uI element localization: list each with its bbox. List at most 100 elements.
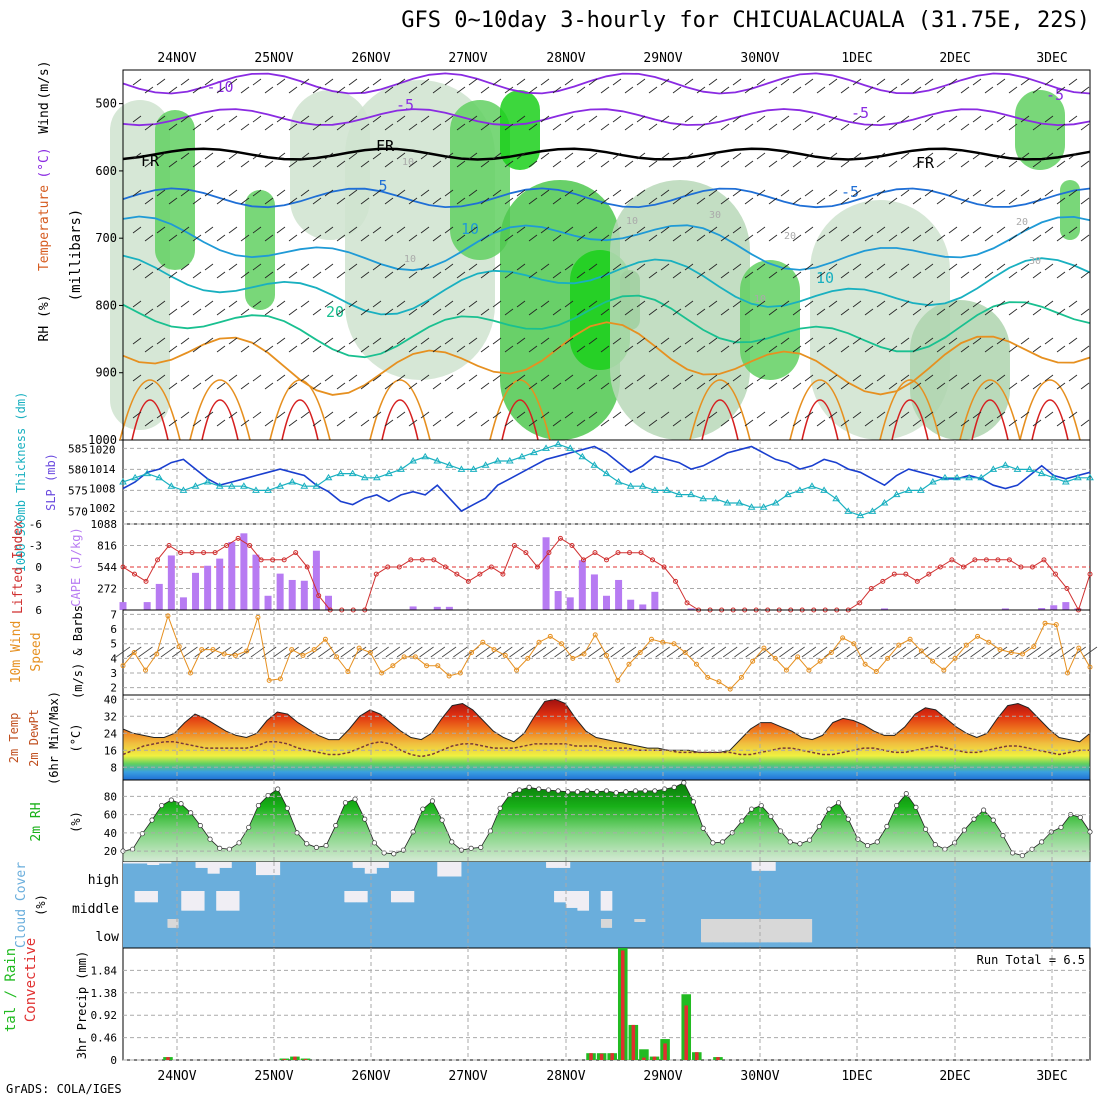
rh-point <box>555 788 561 794</box>
pressure-tick: 700 <box>95 231 117 245</box>
thickness-point <box>252 486 260 493</box>
cloud-bar-middle <box>216 910 229 919</box>
wind-barb <box>384 86 394 94</box>
wind-barb <box>984 308 994 316</box>
wind-barb <box>900 374 910 382</box>
cloud-bar-high <box>364 873 378 891</box>
wind-barb <box>1068 115 1078 123</box>
wind-barb <box>156 300 166 308</box>
wind-barb <box>1008 345 1018 353</box>
wind-barb <box>348 189 358 197</box>
surface-wind-barb <box>1060 646 1075 658</box>
li-point <box>281 557 287 563</box>
wind-barb <box>792 123 802 131</box>
wind-barb <box>264 86 274 94</box>
wind-barb <box>672 382 682 390</box>
wind-barb <box>936 234 946 242</box>
wind-barb <box>672 234 682 242</box>
cloud-bar-low <box>789 942 802 948</box>
wind-barb <box>348 152 358 160</box>
wind-barb <box>432 123 442 131</box>
wind-barb <box>420 152 430 160</box>
cloud-gap-high <box>135 862 148 864</box>
wind-barb <box>408 382 418 390</box>
wind-barb <box>660 263 670 271</box>
thickness-point <box>348 469 357 477</box>
rh-point <box>449 839 455 845</box>
wind-barb <box>132 337 142 345</box>
wind-barb <box>684 152 694 160</box>
wind-barb <box>648 382 658 390</box>
rh-point <box>923 826 929 832</box>
thickness-point <box>433 457 442 464</box>
li-point <box>465 578 471 584</box>
cloud-bar-middle <box>693 891 707 919</box>
li-point <box>1041 557 1047 563</box>
wind-barb <box>324 152 334 160</box>
cloud-bar-middle <box>530 891 543 919</box>
isotherm-hot <box>701 399 739 441</box>
rh-point <box>565 789 571 795</box>
wind-barb <box>300 337 310 345</box>
wind-barb <box>528 382 538 390</box>
cloud-bar-low <box>600 927 613 948</box>
thickness-point <box>1037 469 1046 477</box>
wind-barb <box>624 382 634 390</box>
wind-barb <box>792 160 802 168</box>
cloud-bar-low <box>556 919 569 948</box>
rh-point <box>1077 814 1083 820</box>
precip-tick: 0 <box>110 1054 117 1067</box>
cloud-gap-middle <box>146 891 159 903</box>
wind-barb <box>840 197 850 205</box>
thickness-point <box>638 482 647 489</box>
cape-bar <box>240 533 248 610</box>
surface-wind-barb <box>318 646 333 658</box>
contour-label: 20 <box>784 231 796 242</box>
cloud-bar-high <box>316 862 329 891</box>
cloud-bar-high <box>231 862 245 891</box>
li-point <box>189 550 195 556</box>
wind-barb <box>540 78 550 86</box>
surface-wind-barb <box>554 646 569 658</box>
wind-speed-point <box>1065 670 1071 676</box>
surface-wind-barb <box>970 646 985 658</box>
wind-barb <box>672 271 682 279</box>
wind-barb <box>336 345 346 353</box>
wind-barb <box>864 419 874 427</box>
wind-barb <box>336 271 346 279</box>
wind-barb <box>1044 78 1054 86</box>
wind-barb <box>972 337 982 345</box>
wind-barb <box>636 78 646 86</box>
wind-barb <box>396 78 406 86</box>
wind-barb <box>924 374 934 382</box>
cloud-bar-high <box>727 862 740 891</box>
cloud-bar-high <box>425 862 438 891</box>
wind-barb <box>732 152 742 160</box>
li-point <box>868 586 874 591</box>
wind-barb <box>192 308 202 316</box>
cloud-bar-low <box>845 919 858 948</box>
cloud-bar-high <box>799 862 813 891</box>
cloud-bar-low <box>1045 919 1058 948</box>
cape-tick: 816 <box>97 540 117 553</box>
surface-wind-barb <box>880 646 895 658</box>
date-label-bottom: 24NOV <box>157 1069 196 1084</box>
cloud-bar-low <box>489 919 502 948</box>
wind-barb <box>792 382 802 390</box>
wind-barb <box>960 419 970 427</box>
wind-barb <box>636 226 646 234</box>
contour-label: -5 <box>1046 86 1064 104</box>
wind-barb <box>156 226 166 234</box>
wind-barb <box>372 226 382 234</box>
wind-barb <box>1008 86 1018 94</box>
cloud-bar-high <box>872 862 886 891</box>
thickness-point <box>167 482 176 489</box>
wind-barb <box>852 152 862 160</box>
cloud-bar-middle <box>670 891 683 919</box>
cloud-bar-middle <box>1043 891 1056 919</box>
cloud-gap-high <box>449 862 462 877</box>
wind-barb <box>864 160 874 168</box>
cloud-bar-high <box>932 862 946 891</box>
wind-barb <box>204 189 214 197</box>
wind-barb <box>936 123 946 131</box>
